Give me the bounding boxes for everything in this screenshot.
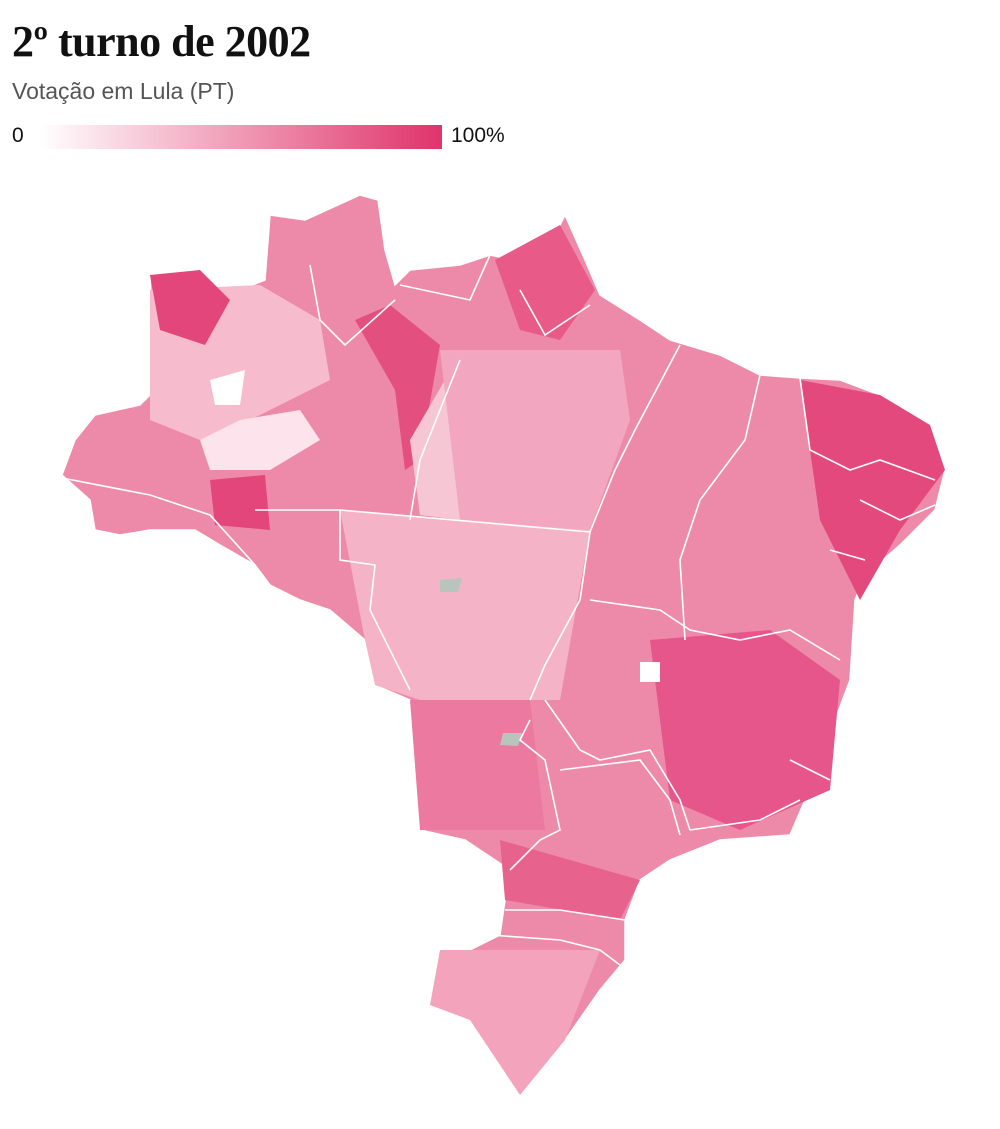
state-borders bbox=[61, 254, 936, 966]
legend-min-label: 0 bbox=[12, 124, 24, 147]
legend-max-label: 100% bbox=[451, 124, 505, 147]
legend-gradient bbox=[40, 125, 442, 149]
region-shading bbox=[150, 225, 945, 1095]
title: 2º turno de 2002 bbox=[12, 17, 311, 66]
subtitle: Votação em Lula (PT) bbox=[12, 78, 235, 104]
